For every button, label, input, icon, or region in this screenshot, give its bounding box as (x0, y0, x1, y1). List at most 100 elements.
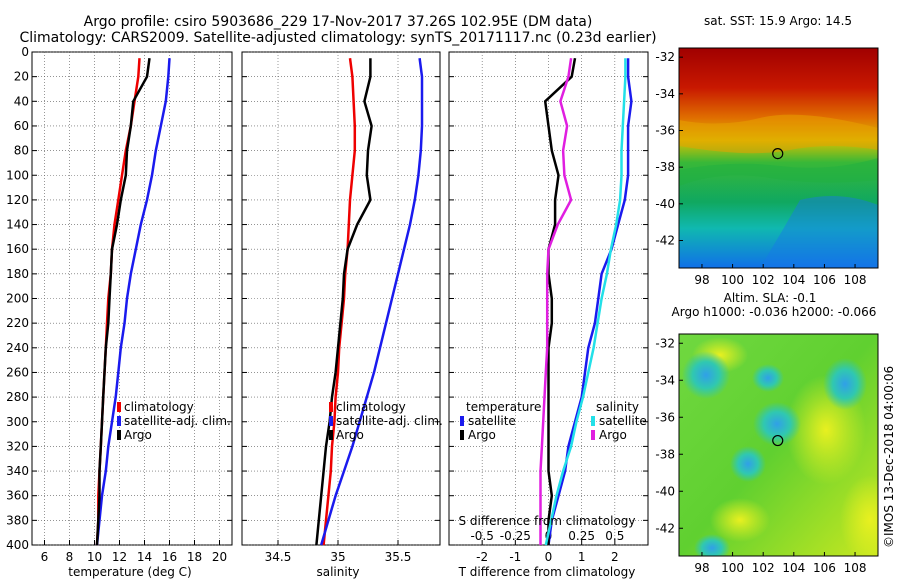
map-y-tick-label: -32 (655, 336, 675, 350)
legend-s-satellite: satellite (599, 414, 647, 428)
sla-cold-eddy (753, 402, 801, 446)
x-tick-label: -2 (476, 550, 488, 564)
sla-cold-eddy (730, 446, 766, 482)
sst-map-title: sat. SST: 15.9 Argo: 14.5 (704, 14, 852, 28)
sst-green-band (679, 158, 878, 186)
legend-s-argo: Argo (599, 428, 627, 442)
series-line-argo (95, 58, 151, 546)
y-tick-label: 260 (6, 365, 29, 379)
y-tick-label: 360 (6, 489, 29, 503)
y-tick-label: 0 (21, 45, 29, 59)
x-tick-label: 16 (162, 550, 177, 564)
sla-cold-eddy (752, 364, 784, 392)
sla-cold-eddy (682, 351, 730, 399)
map-y-tick-label: -36 (655, 124, 675, 138)
x-tick-label: 0 (545, 550, 553, 564)
map-x-tick-label: 100 (721, 273, 744, 287)
map-x-tick-label: 100 (721, 561, 744, 575)
series-line-s-argo (539, 58, 573, 545)
map-x-tick-label: 106 (813, 273, 836, 287)
legend-swatch-s-argo (591, 430, 595, 440)
imos-timestamp: ©IMOS 13-Dec-2018 04:00:06 (882, 366, 896, 548)
legend-climatology: climatology (336, 400, 406, 414)
y-tick-label: 60 (14, 119, 29, 133)
x-tick-label: 10 (87, 550, 102, 564)
map-y-tick-label: -40 (655, 197, 675, 211)
legend-swatch-s-satellite (591, 416, 595, 426)
y-tick-label: 280 (6, 390, 29, 404)
y-tick-label: 100 (6, 168, 29, 182)
sla-map-subtitle: Argo h1000: -0.036 h2000: -0.066 (672, 305, 877, 319)
x-tick-label: 20 (212, 550, 227, 564)
x-tick-label: 12 (112, 550, 127, 564)
map-y-tick-label: -34 (655, 87, 675, 101)
argo-location-marker (772, 148, 784, 160)
map-y-tick-label: -38 (655, 447, 675, 461)
x-tick-top-label: -0.5 (470, 529, 493, 543)
y-tick-label: 80 (14, 144, 29, 158)
map-y-tick-label: -34 (655, 373, 675, 387)
temperature-legend: climatology satellite-adj. clim. Argo (117, 400, 231, 442)
sla-warm-eddy (710, 498, 770, 542)
t-difference-axis-label: T difference from climatology (458, 565, 636, 579)
map-x-tick-label: 104 (782, 561, 805, 575)
series-line-climatology (322, 58, 357, 546)
y-tick-label: 140 (6, 218, 29, 232)
x-tick-top-label: 0.25 (568, 529, 595, 543)
legend-swatch-satellite (329, 416, 333, 426)
series-line-t-argo (543, 57, 577, 545)
legend-t-argo: Argo (468, 428, 496, 442)
temperature-axis-label: temperature (deg C) (68, 565, 191, 579)
series-line-satellite-adj-clim- (95, 58, 171, 546)
difference-plot: -2 -1 0 1 2-0.5 -0.25 0 0.25 0.5 (449, 51, 648, 564)
y-tick-label: 400 (6, 538, 29, 552)
map-x-tick-label: 102 (752, 273, 775, 287)
y-tick-label: 320 (6, 439, 29, 453)
series-line-t-satellite (547, 58, 633, 546)
legend-argo: Argo (124, 428, 152, 442)
salinity-legend: climatology satellite-adj. clim. Argo (329, 400, 443, 442)
legend-swatch-climatology (329, 402, 333, 412)
salinity-axis-label: salinity (316, 565, 359, 579)
sst-map-axes: 98 100 102 104 106 108 -32 -34 -36 -38 -40 -42 (655, 50, 866, 287)
sst-map-frame (678, 47, 879, 269)
sla-cold-eddy (823, 358, 867, 410)
map-y-tick-label: -42 (655, 521, 675, 535)
x-tick-label: 35.5 (385, 550, 412, 564)
sla-map-frame (678, 333, 879, 557)
map-x-tick-label: 104 (782, 273, 805, 287)
legend-satellite-adj: satellite-adj. clim. (336, 414, 443, 428)
map-y-tick-label: -40 (655, 484, 675, 498)
y-tick-label: 300 (6, 415, 29, 429)
s-difference-axis-label: S difference from climatology (459, 514, 636, 528)
y-tick-label: 120 (6, 193, 29, 207)
y-tick-label: 220 (6, 316, 29, 330)
legend-swatch-argo (329, 430, 333, 440)
title-line-1: Argo profile: csiro 5903686_229 17-Nov-2… (84, 14, 593, 30)
legend-swatch-t-satellite (460, 416, 464, 426)
legend-climatology: climatology (124, 400, 194, 414)
legend-title-temperature: temperature (466, 400, 541, 414)
legend-swatch-satellite (117, 416, 121, 426)
legend-title-salinity: salinity (596, 400, 639, 414)
x-tick-label: 8 (66, 550, 74, 564)
y-tick-label: 20 (14, 70, 29, 84)
map-y-tick-label: -32 (655, 50, 675, 64)
difference-legend: temperature satellite Argo salinity sate… (460, 400, 647, 442)
sst-front-band (679, 114, 878, 154)
sla-cold-eddy (694, 534, 730, 556)
x-tick-label: 35 (330, 550, 345, 564)
y-tick-label: 200 (6, 292, 29, 306)
sla-warm-eddy (840, 475, 878, 556)
x-tick-label: 2 (611, 550, 619, 564)
title-line-2: Climatology: CARS2009. Satellite-adjuste… (19, 30, 656, 46)
x-tick-label: 34.5 (265, 550, 292, 564)
legend-t-satellite: satellite (468, 414, 516, 428)
x-tick-label: 1 (578, 550, 586, 564)
x-tick-top-label: 0.5 (605, 529, 624, 543)
map-y-tick-label: -38 (655, 160, 675, 174)
legend-swatch-climatology (117, 402, 121, 412)
x-tick-label: 18 (187, 550, 202, 564)
argo-location-marker (772, 434, 784, 447)
map-y-tick-label: -36 (655, 410, 675, 424)
